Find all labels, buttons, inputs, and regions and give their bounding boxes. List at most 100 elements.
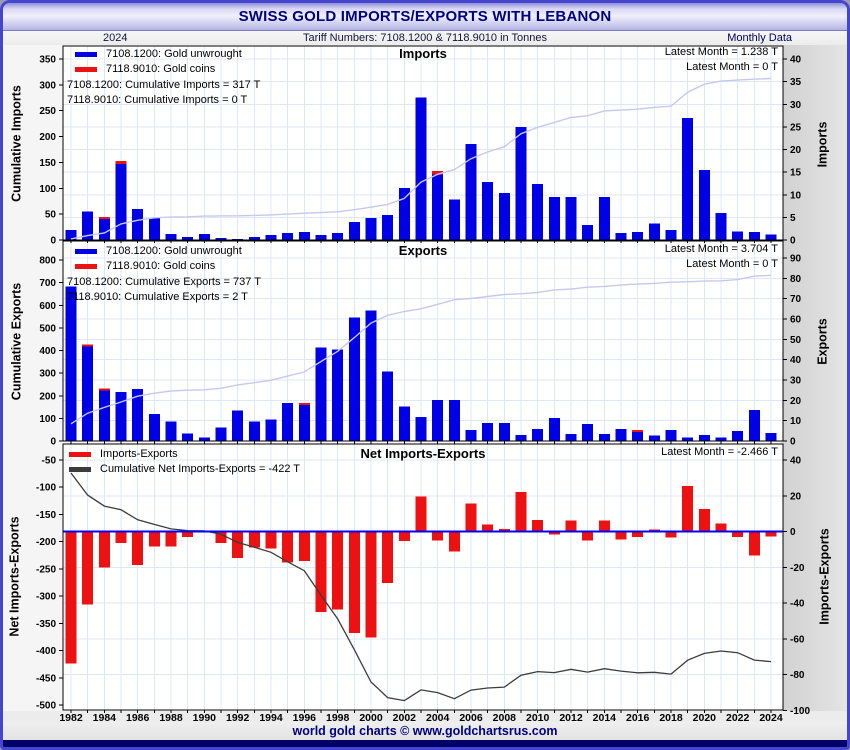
chart-canvas: 0501001502002503003500510152025303540010… <box>3 45 847 722</box>
svg-text:50: 50 <box>790 335 802 346</box>
svg-text:-450: -450 <box>36 673 56 684</box>
svg-text:15: 15 <box>790 168 802 179</box>
svg-text:400: 400 <box>39 346 56 357</box>
svg-text:1994: 1994 <box>259 712 283 722</box>
exports-cumulative-annotation-1: 7108.1200: Cumulative Exports = 737 T <box>67 276 261 288</box>
svg-text:500: 500 <box>39 323 56 334</box>
net-left-axis-title: Net Imports-Exports <box>7 516 22 637</box>
svg-text:0: 0 <box>50 236 56 247</box>
svg-text:5: 5 <box>790 213 796 224</box>
svg-text:2006: 2006 <box>459 712 483 722</box>
chart-area: 0 50 100 150 200 250 300 350 0 5 10 15 20 25 30 35 40 0 10… <box>3 45 847 722</box>
imports-latest-month-1: Latest Month = 1.238 T <box>664 46 778 58</box>
imports-latest-month-2: Latest Month = 0 T <box>686 61 778 73</box>
exports-legend-unwrought: 7108.1200: Gold unwrought <box>75 245 242 258</box>
svg-text:0: 0 <box>50 437 56 448</box>
svg-text:40: 40 <box>790 355 802 366</box>
svg-text:600: 600 <box>39 301 56 312</box>
svg-text:250: 250 <box>39 106 56 117</box>
svg-text:-80: -80 <box>790 670 805 681</box>
svg-text:-200: -200 <box>36 537 56 548</box>
svg-text:2002: 2002 <box>393 712 417 722</box>
svg-text:2008: 2008 <box>493 712 517 722</box>
exports-left-axis-title: Cumulative Exports <box>9 282 24 401</box>
net-bars-swatch <box>69 452 91 457</box>
svg-text:-350: -350 <box>36 619 56 630</box>
svg-text:2000: 2000 <box>359 712 383 722</box>
coins-swatch <box>75 67 97 72</box>
net-right-axis-title: Imports-Exports <box>817 528 832 625</box>
svg-text:100: 100 <box>39 414 56 425</box>
current-year-label: 2024 <box>103 32 128 44</box>
imports-legend-coins: 7118.9010: Gold coins <box>75 63 215 76</box>
svg-text:1988: 1988 <box>159 712 183 722</box>
svg-text:2018: 2018 <box>659 712 683 722</box>
credit-link[interactable]: world gold charts © www.goldchartsrus.co… <box>292 724 558 738</box>
svg-text:0: 0 <box>790 527 796 538</box>
svg-text:200: 200 <box>39 132 56 143</box>
coins-swatch <box>75 264 97 269</box>
svg-text:30: 30 <box>790 376 802 387</box>
legend-label: Cumulative Net Imports-Exports = -422 T <box>100 463 301 475</box>
svg-text:-50: -50 <box>42 456 57 467</box>
svg-text:60: 60 <box>790 315 802 326</box>
page-title: SWISS GOLD IMPORTS/EXPORTS WITH LEBANON <box>238 8 612 25</box>
svg-text:90: 90 <box>790 254 802 265</box>
svg-text:50: 50 <box>45 210 57 221</box>
legend-label: Imports-Exports <box>100 448 178 460</box>
svg-text:20: 20 <box>790 145 802 156</box>
svg-text:0: 0 <box>790 437 796 448</box>
svg-text:1982: 1982 <box>59 712 83 722</box>
exports-right-axis-title: Exports <box>815 318 830 365</box>
svg-text:1990: 1990 <box>193 712 217 722</box>
svg-text:300: 300 <box>39 369 56 380</box>
svg-text:2004: 2004 <box>426 712 450 722</box>
svg-text:700: 700 <box>39 278 56 289</box>
svg-text:0: 0 <box>790 236 796 247</box>
svg-text:2016: 2016 <box>626 712 650 722</box>
svg-text:40: 40 <box>790 456 802 467</box>
exports-cumulative-annotation-2: 7118.9010: Cumulative Exports = 2 T <box>67 291 248 303</box>
svg-text:100: 100 <box>39 184 56 195</box>
tariff-numbers-label: Tariff Numbers: 7108.1200 & 7118.9010 in… <box>302 32 547 44</box>
svg-text:10: 10 <box>790 416 802 427</box>
svg-text:800: 800 <box>39 256 56 267</box>
data-frequency-label: Monthly Data <box>727 32 792 44</box>
svg-text:25: 25 <box>790 122 802 133</box>
svg-text:-100: -100 <box>36 483 56 494</box>
net-latest-month: Latest Month = -2.466 T <box>661 446 778 458</box>
legend-label: 7108.1200: Gold unwrought <box>106 48 242 60</box>
svg-text:1984: 1984 <box>93 712 117 722</box>
svg-text:2022: 2022 <box>726 712 750 722</box>
svg-text:1986: 1986 <box>126 712 150 722</box>
legend-label: 7118.9010: Gold coins <box>106 63 216 75</box>
legend-label: 7108.1200: Gold unwrought <box>106 245 242 257</box>
svg-text:2014: 2014 <box>593 712 617 722</box>
unwrought-swatch <box>75 249 97 254</box>
svg-text:1996: 1996 <box>293 712 317 722</box>
svg-text:20: 20 <box>790 396 802 407</box>
svg-text:80: 80 <box>790 274 802 285</box>
imports-cumulative-annotation-2: 7118.9010: Cumulative Imports = 0 T <box>67 94 248 106</box>
svg-text:40: 40 <box>790 55 802 66</box>
subtitle-row: 2024 Tariff Numbers: 7108.1200 & 7118.90… <box>3 31 847 45</box>
svg-text:-20: -20 <box>790 563 805 574</box>
svg-text:-300: -300 <box>36 592 56 603</box>
svg-text:200: 200 <box>39 391 56 402</box>
svg-text:1992: 1992 <box>226 712 250 722</box>
net-panel-title: Net Imports-Exports <box>360 446 486 461</box>
svg-text:-250: -250 <box>36 564 56 575</box>
net-legend-bars: Imports-Exports <box>69 448 178 461</box>
exports-legend-coins: 7118.9010: Gold coins <box>75 260 215 273</box>
svg-text:30: 30 <box>790 100 802 111</box>
svg-text:-100: -100 <box>790 706 810 717</box>
title-bar: SWISS GOLD IMPORTS/EXPORTS WITH LEBANON <box>3 3 847 31</box>
svg-text:20: 20 <box>790 491 802 502</box>
svg-text:10: 10 <box>790 190 802 201</box>
svg-text:2020: 2020 <box>693 712 717 722</box>
exports-latest-month-1: Latest Month = 3.704 T <box>664 243 778 255</box>
exports-latest-month-2: Latest Month = 0 T <box>686 258 778 270</box>
svg-text:-400: -400 <box>36 646 56 657</box>
svg-text:1998: 1998 <box>326 712 350 722</box>
